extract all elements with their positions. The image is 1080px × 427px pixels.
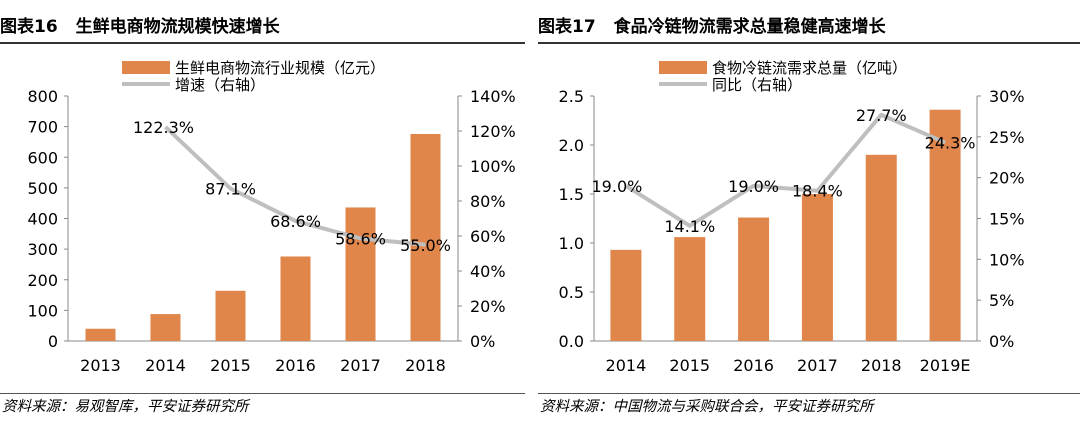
right-left-tick-label: 0.5: [559, 283, 584, 302]
right-data-label: 27.7%: [856, 106, 907, 125]
right-left-tick-label: 0.0: [559, 332, 584, 351]
left-right-tick-label: 0%: [470, 332, 495, 351]
left-figure-number: 图表16: [0, 17, 58, 37]
right-chart: 0.0 0.5 1.0 1.5 2.0 2.5 0% 5% 10% 15% 20% 25% 30% 201…: [559, 59, 1025, 375]
left-legend-line-label: 增速（右轴）: [175, 76, 265, 94]
right-right-tick-label: 15%: [989, 210, 1025, 229]
right-bar: [738, 217, 770, 341]
right-legend-bar-swatch: [659, 61, 707, 74]
left-left-tick-label: 700: [27, 118, 58, 137]
left-category-label: 2018: [405, 356, 446, 375]
right-left-tick-label: 1.0: [559, 234, 584, 253]
left-left-tick-label: 500: [27, 179, 58, 198]
left-data-label: 55.0%: [400, 236, 451, 255]
right-source-note: 资料来源：中国物流与采购联合会，平安证券研究所: [540, 399, 874, 415]
right-bar: [610, 249, 642, 341]
left-left-tick-label: 100: [27, 301, 58, 320]
right-left-tick-label: 2.5: [559, 87, 584, 106]
right-figure-number: 图表17: [538, 17, 596, 37]
left-right-tick-label: 80%: [470, 192, 506, 211]
left-chart-panel: 图表16 生鲜电商物流规模快速增长 0 100 200 300 400 500 600 700 8…: [0, 0, 525, 427]
left-category-label: 2016: [275, 356, 316, 375]
left-category-label: 2015: [210, 356, 251, 375]
left-right-tick-label: 140%: [470, 87, 516, 106]
right-category-label: 2019E: [920, 356, 971, 375]
right-category-label: 2017: [797, 356, 838, 375]
left-right-tick-label: 120%: [470, 122, 516, 141]
left-bar: [150, 314, 181, 341]
left-right-tick-label: 40%: [470, 262, 506, 281]
right-chart-title: 图表17 食品冷链物流需求总量稳健高速增长: [538, 12, 886, 37]
left-title-text: 生鲜电商物流规模快速增长: [75, 17, 280, 37]
left-bar: [215, 290, 246, 341]
left-data-label: 122.3%: [133, 118, 194, 137]
left-left-tick-label: 400: [27, 210, 58, 229]
right-line-series: [624, 112, 946, 228]
right-bar: [929, 109, 961, 341]
right-top-rule: [538, 42, 1080, 44]
right-right-tick-label: 0%: [989, 332, 1014, 351]
right-data-label: 24.3%: [925, 134, 976, 153]
right-legend-line-label: 同比（右轴）: [712, 76, 802, 94]
left-data-label: 68.6%: [270, 212, 321, 231]
right-bar: [865, 154, 897, 341]
right-bar: [801, 194, 833, 341]
left-left-tick-label: 800: [27, 87, 58, 106]
left-right-tick-label: 60%: [470, 227, 506, 246]
left-legend-bar-swatch: [122, 61, 170, 74]
right-legend-bar-label: 食物冷链流需求总量（亿吨）: [712, 59, 907, 77]
left-left-tick-label: 300: [27, 240, 58, 259]
left-chart: 0 100 200 300 400 500 600 700 800 0% 20% 40% 60% 80% 1…: [27, 59, 516, 375]
right-data-label: 19.0%: [592, 177, 643, 196]
left-category-label: 2013: [80, 356, 121, 375]
right-right-tick-label: 20%: [989, 169, 1025, 188]
right-left-tick-label: 2.0: [559, 136, 584, 155]
left-top-rule: [0, 42, 525, 44]
left-data-label: 58.6%: [335, 229, 386, 248]
right-category-label: 2014: [606, 356, 647, 375]
left-left-tick-label: 0: [48, 332, 58, 351]
right-data-label: 14.1%: [664, 217, 715, 236]
left-bar: [345, 207, 376, 341]
right-bar: [674, 237, 706, 341]
left-bottom-rule: [0, 393, 525, 394]
right-category-label: 2018: [861, 356, 902, 375]
left-data-label: 87.1%: [205, 180, 256, 199]
left-chart-title: 图表16 生鲜电商物流规模快速增长: [0, 12, 280, 37]
left-bar: [280, 256, 311, 341]
right-data-label: 18.4%: [792, 182, 843, 201]
right-chart-panel: 图表17 食品冷链物流需求总量稳健高速增长 0.0 0.5 1.0 1.5 2.0 2.5 0…: [538, 0, 1080, 427]
right-right-tick-label: 30%: [989, 87, 1025, 106]
right-right-tick-label: 10%: [989, 250, 1025, 269]
left-category-label: 2017: [340, 356, 381, 375]
right-bottom-rule: [538, 393, 1080, 394]
left-right-tick-label: 20%: [470, 297, 506, 316]
right-category-label: 2016: [733, 356, 774, 375]
left-legend-bar-label: 生鲜电商物流行业规模（亿元）: [175, 59, 385, 77]
right-data-label: 19.0%: [728, 177, 779, 196]
right-title-text: 食品冷链物流需求总量稳健高速增长: [613, 17, 886, 37]
left-left-tick-label: 600: [27, 148, 58, 167]
left-category-label: 2014: [145, 356, 186, 375]
right-left-tick-label: 1.5: [559, 185, 584, 204]
right-category-label: 2015: [669, 356, 710, 375]
right-right-tick-label: 25%: [989, 128, 1025, 147]
left-bar: [410, 133, 441, 341]
left-left-tick-label: 200: [27, 271, 58, 290]
right-right-tick-label: 5%: [989, 291, 1014, 310]
left-source-note: 资料来源：易观智库，平安证券研究所: [2, 399, 249, 415]
left-right-tick-label: 100%: [470, 157, 516, 176]
left-bar: [85, 328, 116, 341]
left-line-series: [164, 125, 426, 247]
